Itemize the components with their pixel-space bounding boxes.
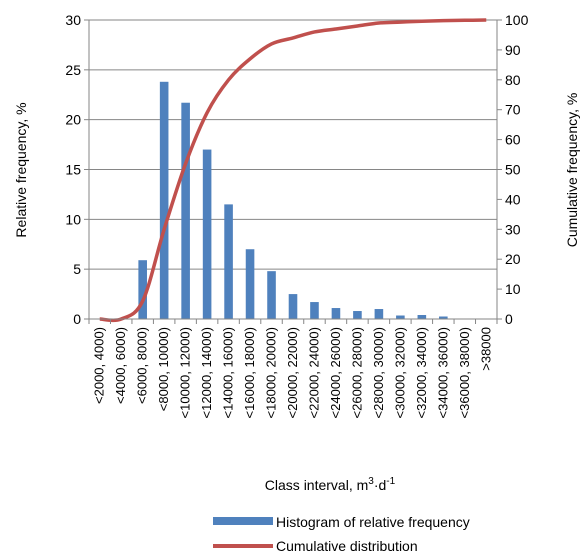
right-tick-label: 80 xyxy=(505,72,521,88)
x-axis-title: Class interval, m3·d-1 xyxy=(265,476,396,493)
bar xyxy=(353,311,362,319)
category-label: >38000 xyxy=(478,327,493,371)
right-tick-label: 10 xyxy=(505,281,521,297)
category-label: <34000, 36000) xyxy=(435,327,450,418)
left-axis-title: Relative frequency, % xyxy=(13,102,29,237)
left-tick-label: 15 xyxy=(65,162,81,178)
category-label: <32000, 34000) xyxy=(414,327,429,418)
category-label: <10000, 12000) xyxy=(178,327,193,418)
bar xyxy=(374,309,384,319)
bar xyxy=(138,260,147,319)
bar xyxy=(267,271,276,319)
category-label: <18000, 20000) xyxy=(264,327,279,418)
left-tick-label: 5 xyxy=(73,261,81,277)
right-tick-label: 30 xyxy=(505,221,521,237)
right-tick-label: 100 xyxy=(505,12,529,28)
right-axis-ticks: 0 10 20 30 40 50 60 70 80 90 100 xyxy=(497,12,529,327)
right-tick-label: 60 xyxy=(505,132,521,148)
category-label: <26000, 28000) xyxy=(349,327,364,418)
category-label: <12000, 14000) xyxy=(199,327,214,418)
bar xyxy=(310,302,319,319)
left-tick-label: 0 xyxy=(73,311,81,327)
category-label: <6000, 8000) xyxy=(135,327,150,404)
bar-series xyxy=(138,81,491,320)
category-label: <30000, 32000) xyxy=(392,327,407,418)
category-label: <22000, 24000) xyxy=(306,327,321,418)
right-tick-label: 20 xyxy=(505,251,521,267)
left-tick-label: 30 xyxy=(65,12,81,28)
category-label: <24000, 26000) xyxy=(328,327,343,418)
right-tick-label: 70 xyxy=(505,102,521,118)
legend: Histogram of relative frequency Cumulati… xyxy=(213,514,470,554)
left-tick-label: 10 xyxy=(65,211,81,227)
category-label: <14000, 16000) xyxy=(221,327,236,418)
category-label: <20000, 22000) xyxy=(285,327,300,418)
category-label: <2000, 4000) xyxy=(92,327,107,404)
line-series xyxy=(99,18,487,323)
right-axis-title: Cumulative frequency, % xyxy=(564,93,580,248)
left-tick-label: 25 xyxy=(65,62,81,78)
bar xyxy=(439,316,448,319)
bar xyxy=(331,308,341,319)
bar xyxy=(181,102,190,320)
category-label: <4000, 6000) xyxy=(113,327,128,404)
bar xyxy=(245,249,255,319)
bar xyxy=(159,81,169,319)
cumulative-line xyxy=(99,18,487,323)
legend-bar-swatch xyxy=(213,517,273,525)
gridlines xyxy=(89,19,497,270)
bar xyxy=(224,204,233,319)
right-tick-label: 0 xyxy=(505,311,513,327)
bar xyxy=(288,294,298,319)
left-tick-label: 20 xyxy=(65,112,81,128)
legend-line-label: Cumulative distribution xyxy=(276,538,418,554)
category-labels: <2000, 4000) <4000, 6000) <6000, 8000) <800… xyxy=(88,319,498,418)
category-label: <28000, 30000) xyxy=(371,327,386,418)
right-tick-label: 40 xyxy=(505,191,521,207)
bar xyxy=(396,315,405,319)
category-label: <36000, 38000) xyxy=(457,327,472,418)
category-label: <16000, 18000) xyxy=(242,327,257,418)
right-tick-label: 90 xyxy=(505,42,521,58)
right-tick-label: 50 xyxy=(505,162,521,178)
bar xyxy=(417,315,427,319)
left-axis-ticks: 0 5 10 15 20 25 30 xyxy=(65,12,89,327)
category-label: <8000, 10000) xyxy=(156,327,171,411)
legend-bar-label: Histogram of relative frequency xyxy=(276,514,470,530)
bar xyxy=(202,149,212,319)
